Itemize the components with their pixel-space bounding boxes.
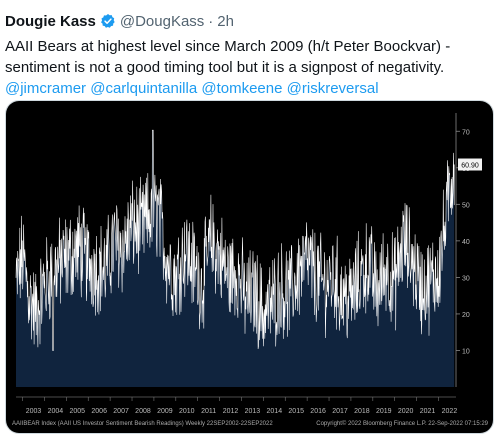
x-tick-label: 2022: [442, 408, 458, 415]
mention-link[interactable]: @riskreversal: [286, 80, 379, 97]
y-tick-label: 30: [462, 275, 470, 282]
tweet-text: AAII Bears at highest level since March …: [5, 38, 451, 76]
y-tick-label: 70: [462, 129, 470, 136]
x-tick-label: 2015: [288, 408, 304, 415]
x-tick-label: 2016: [310, 408, 326, 415]
tweet-body: AAII Bears at highest level since March …: [5, 36, 495, 99]
x-tick-label: 2006: [91, 408, 107, 415]
x-tick-label: 2020: [398, 408, 414, 415]
x-tick-label: 2010: [179, 408, 195, 415]
mention-link[interactable]: @jimcramer: [5, 80, 87, 97]
x-tick-label: 2008: [135, 408, 151, 415]
verified-badge-icon: [100, 14, 115, 28]
x-tick-label: 2004: [48, 408, 64, 415]
tweet-header: Dougie Kass @DougKass · 2h: [5, 12, 234, 30]
x-tick-label: 2005: [70, 408, 86, 415]
x-tick-label: 2014: [267, 408, 283, 415]
x-tick-label: 2021: [420, 408, 436, 415]
verified-check-shape: [104, 18, 112, 24]
x-tick-label: 2012: [223, 408, 239, 415]
author-handle[interactable]: @DougKass: [119, 12, 205, 30]
x-tick-label: 2003: [26, 408, 42, 415]
y-tick-label: 10: [462, 348, 470, 355]
separator-dot: ·: [208, 12, 214, 30]
chart-footer-right: Copyright© 2022 Bloomberg Finance L.P. 2…: [316, 420, 488, 427]
mentions-line: @jimcramer @carlquintanilla @tomkeene @r…: [5, 78, 495, 99]
chart-footer-left: AAIIBEAR Index (AAII US Investor Sentime…: [12, 421, 273, 427]
y-tick-label: 40: [462, 239, 470, 246]
last-value-label: 60.90: [461, 163, 479, 170]
x-tick-label: 2019: [376, 408, 392, 415]
y-tick-label: 20: [462, 312, 470, 319]
x-tick-label: 2013: [245, 408, 261, 415]
x-tick-label: 2007: [113, 408, 129, 415]
last-value-tag: [458, 158, 482, 171]
series-line: [15, 129, 455, 351]
author-name[interactable]: Dougie Kass: [5, 12, 96, 30]
mention-link[interactable]: @carlquintanilla: [90, 80, 198, 97]
bloomberg-chart: 1020304050607060.90200320042005200620072…: [6, 101, 493, 433]
series-area: [16, 130, 455, 387]
x-tick-label: 2009: [157, 408, 173, 415]
mention-link[interactable]: @tomkeene: [201, 80, 283, 97]
y-tick-label: 50: [462, 202, 470, 209]
x-tick-label: 2018: [354, 408, 370, 415]
x-tick-label: 2017: [332, 408, 348, 415]
verified-badge-shape: [100, 14, 115, 28]
chart-image-card[interactable]: 1020304050607060.90200320042005200620072…: [5, 100, 494, 434]
x-tick-label: 2011: [201, 408, 216, 415]
tweet-timestamp[interactable]: 2h: [217, 12, 234, 30]
